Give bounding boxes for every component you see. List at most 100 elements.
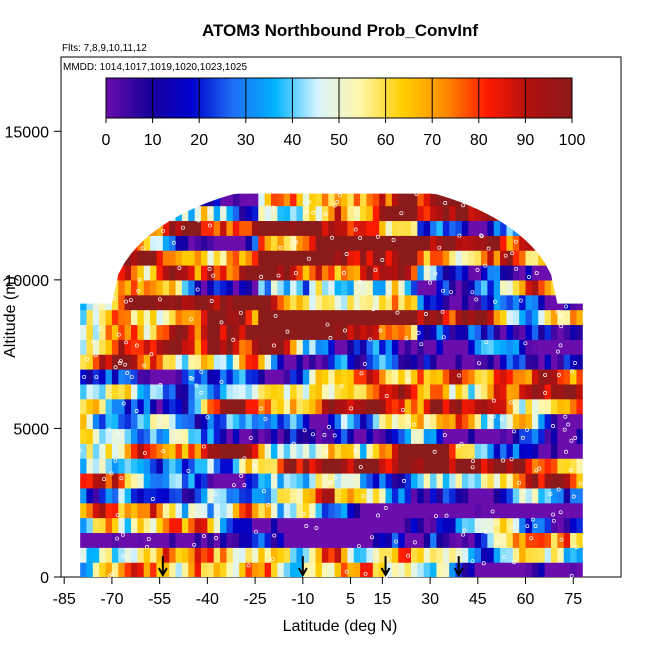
heatmap-cell bbox=[570, 502, 578, 519]
heatmap-cell bbox=[118, 294, 126, 311]
heatmap-cell bbox=[366, 339, 374, 355]
heatmap-cell bbox=[570, 193, 578, 207]
heatmap-cell bbox=[226, 398, 234, 415]
heatmap-cell bbox=[544, 339, 552, 355]
heatmap-cell bbox=[143, 265, 151, 281]
heatmap-cell bbox=[430, 428, 438, 444]
heatmap-cell bbox=[366, 309, 374, 326]
heatmap-cell bbox=[398, 309, 406, 326]
heatmap-cell bbox=[328, 547, 336, 563]
heatmap-cell bbox=[442, 517, 450, 534]
heatmap-cell bbox=[506, 369, 514, 385]
heatmap-cell bbox=[213, 193, 221, 207]
sample-point bbox=[231, 337, 236, 342]
heatmap-cell bbox=[264, 458, 272, 474]
heatmap-cell bbox=[423, 413, 431, 430]
sample-point bbox=[406, 553, 411, 558]
heatmap-cell bbox=[105, 487, 113, 504]
heatmap-cell bbox=[277, 294, 285, 311]
heatmap-cell bbox=[385, 235, 393, 251]
heatmap-cell bbox=[194, 369, 202, 385]
heatmap-cell bbox=[360, 443, 368, 459]
heatmap-cell bbox=[557, 324, 565, 340]
heatmap-cell bbox=[258, 473, 266, 489]
colorbar-tick-label: 60 bbox=[377, 132, 395, 149]
heatmap-cell bbox=[372, 532, 380, 548]
heatmap-cell bbox=[474, 279, 482, 296]
heatmap-cell bbox=[538, 532, 546, 548]
heatmap-cell bbox=[111, 398, 119, 415]
heatmap-cell bbox=[538, 383, 546, 400]
heatmap-cell bbox=[525, 383, 533, 400]
heatmap-cell bbox=[169, 339, 177, 355]
heatmap-cell bbox=[512, 532, 520, 548]
sample-point bbox=[470, 290, 475, 295]
heatmap-cell bbox=[519, 294, 527, 311]
heatmap-cell bbox=[341, 502, 348, 519]
heatmap-cell bbox=[226, 193, 234, 207]
sample-point bbox=[201, 534, 206, 539]
heatmap-cell bbox=[239, 369, 247, 385]
heatmap-cell bbox=[391, 413, 399, 430]
heatmap-cell bbox=[232, 193, 240, 207]
colorbar-tick-label: 70 bbox=[423, 132, 441, 149]
heatmap-cell bbox=[461, 487, 469, 504]
heatmap-cell bbox=[321, 369, 329, 385]
heatmap-cell bbox=[232, 279, 240, 296]
heatmap-cell bbox=[385, 309, 393, 326]
heatmap-cell bbox=[226, 339, 234, 355]
heatmap-cell bbox=[347, 443, 355, 459]
heatmap-cell bbox=[328, 220, 336, 236]
heatmap-cell bbox=[111, 562, 119, 577]
x-tick-label: 45 bbox=[469, 591, 487, 608]
heatmap-cell bbox=[207, 473, 215, 489]
sample-point bbox=[276, 273, 281, 278]
heatmap-cell bbox=[525, 354, 533, 370]
sample-point bbox=[272, 343, 276, 348]
heatmap-cell bbox=[436, 458, 444, 474]
heatmap-cell bbox=[487, 205, 495, 222]
heatmap-cell bbox=[277, 473, 285, 489]
heatmap-cell bbox=[341, 279, 348, 296]
heatmap-cell bbox=[92, 309, 100, 326]
heatmap-cell bbox=[156, 502, 164, 519]
heatmap-cell bbox=[493, 413, 501, 430]
heatmap-cell bbox=[468, 413, 476, 430]
heatmap-cell bbox=[341, 354, 348, 370]
heatmap-cell bbox=[321, 339, 329, 355]
heatmap-cell bbox=[99, 428, 107, 444]
heatmap-cell bbox=[391, 502, 399, 519]
heatmap-cell bbox=[341, 413, 348, 430]
sample-point bbox=[559, 537, 564, 542]
heatmap-cell bbox=[353, 502, 361, 519]
heatmap-cell bbox=[111, 547, 119, 563]
heatmap-cell bbox=[411, 369, 418, 385]
sample-point bbox=[343, 328, 347, 333]
heatmap-cell bbox=[277, 383, 285, 400]
heatmap-cell bbox=[201, 547, 208, 563]
heatmap-cell bbox=[461, 369, 469, 385]
heatmap-cell bbox=[277, 235, 285, 251]
x-tick-label: 5 bbox=[346, 591, 355, 608]
heatmap-cell bbox=[411, 413, 418, 430]
heatmap-cell bbox=[455, 339, 463, 355]
heatmap-cell bbox=[290, 294, 298, 311]
sample-point bbox=[551, 423, 555, 428]
heatmap-cell bbox=[500, 235, 508, 251]
heatmap-cell bbox=[264, 383, 272, 400]
heatmap-cell bbox=[391, 220, 399, 236]
heatmap-cell bbox=[271, 398, 278, 415]
heatmap-cell bbox=[213, 413, 221, 430]
heatmap-cell bbox=[391, 443, 399, 459]
heatmap-cell bbox=[124, 383, 132, 400]
heatmap-cell bbox=[525, 443, 533, 459]
heatmap-cell bbox=[512, 279, 520, 296]
heatmap-cell bbox=[347, 279, 355, 296]
heatmap-cell bbox=[544, 398, 552, 415]
heatmap-cell bbox=[188, 517, 196, 534]
heatmap-cell bbox=[143, 413, 151, 430]
heatmap-cell bbox=[188, 279, 196, 296]
heatmap-cell bbox=[538, 193, 546, 207]
heatmap-cell bbox=[525, 205, 533, 222]
heatmap-cell bbox=[290, 547, 298, 563]
